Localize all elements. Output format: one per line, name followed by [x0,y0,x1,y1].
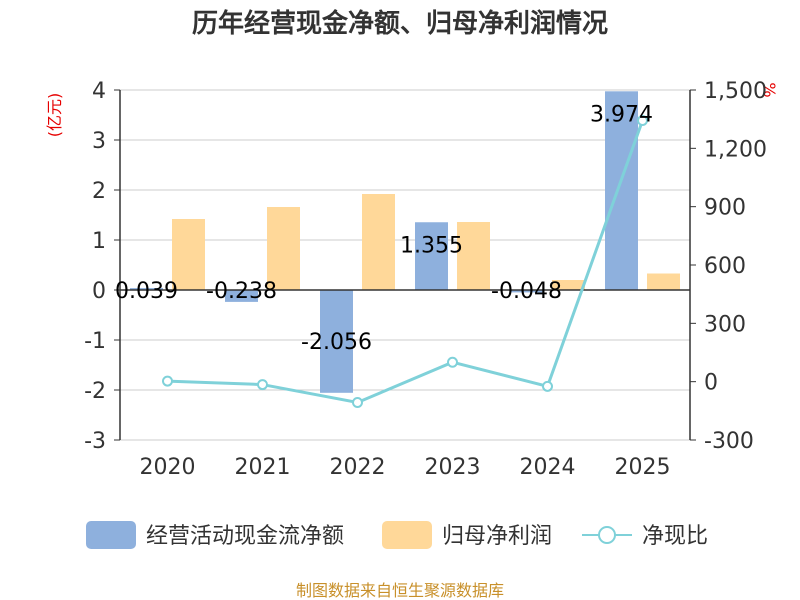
x-tick-label: 2023 [425,455,481,480]
data-label-cash-2021: -0.238 [206,279,277,304]
data-label-cash-2020: 0.039 [115,279,178,304]
left-tick-label: 1 [92,229,106,254]
left-tick-label: 2 [92,179,106,204]
bar-cash-2020 [130,288,163,290]
left-tick-label: 0 [92,279,106,304]
x-tick-label: 2025 [615,455,671,480]
legend-swatch-profit [382,521,432,549]
ratio-line-path [167,120,644,405]
left-tick-label: -1 [84,329,106,354]
right-tick-label: 900 [704,196,746,221]
left-axis-ticks: 4 3 2 1 0 -1 -2 -3 [84,79,120,454]
bar-profit-2020 [172,219,205,290]
bar-cash-2021 [225,290,258,302]
bar-profit-2023 [457,222,490,290]
bar-cash-2025 [605,91,638,290]
x-axis-ticks: 2020 2021 2022 2023 2024 2025 [140,455,671,480]
data-label-cash-2025: 3.974 [590,102,653,127]
source-footer: 制图数据来自恒生聚源数据库 [296,581,504,600]
ratio-point-2020 [162,375,173,387]
bar-profit-2022 [362,194,395,290]
legend-label-ratio: 净现比 [642,524,708,549]
bar-cash-2022 [320,290,353,393]
bars [130,91,680,393]
x-tick-label: 2024 [520,455,576,480]
right-tick-label: 0 [704,371,718,396]
data-label-cash-2024: -0.048 [491,279,562,304]
left-tick-label: -2 [84,379,106,404]
right-tick-label: 300 [704,312,746,337]
ratio-point-2021 [257,379,268,391]
x-tick-label: 2021 [235,455,291,480]
x-tick-label: 2020 [140,455,196,480]
axes [119,90,691,440]
ratio-point-2022 [352,396,363,408]
legend-item-cash[interactable]: 经营活动现金流净额 [86,521,344,549]
ratio-line [162,115,648,408]
legend-swatch-cash [86,521,136,549]
right-tick-label: 1,500 [704,79,767,104]
data-label-cash-2023: 1.355 [400,233,463,258]
right-tick-label: -300 [704,429,754,454]
right-axis-unit: % [760,82,779,97]
ratio-point-2024 [542,380,553,392]
bar-cash-2023 [415,222,448,290]
bar-profit-2025 [647,273,680,290]
x-tick-label: 2022 [330,455,386,480]
right-axis-ticks: 1,500 1,200 900 600 300 0 -300 [690,79,767,454]
right-tick-label: 1,200 [704,137,767,162]
data-label-cash-2022: -2.056 [301,330,372,355]
left-tick-label: -3 [84,429,106,454]
right-tick-label: 600 [704,254,746,279]
ratio-point-2025 [637,115,648,127]
data-labels: 0.039 -0.238 -2.056 1.355 -0.048 3.974 [115,102,653,354]
legend-label-cash: 经营活动现金流净额 [146,524,344,549]
legend-label-profit: 归母净利润 [442,524,552,549]
legend-item-profit[interactable]: 归母净利润 [382,521,552,549]
bar-profit-2021 [267,207,300,290]
left-tick-label: 4 [92,79,106,104]
bar-cash-2024 [510,290,543,293]
left-axis-unit: (亿元) [45,93,64,138]
bar-profit-2024 [552,280,585,290]
gridlines [120,89,690,441]
chart-title: 历年经营现金净额、归母净利润情况 [192,8,608,39]
legend-item-ratio[interactable]: 净现比 [582,524,708,549]
legend[interactable]: 经营活动现金流净额 归母净利润 净现比 [86,521,708,549]
ratio-point-2023 [447,356,458,368]
left-tick-label: 3 [92,129,106,154]
legend-swatch-ratio-marker [598,526,616,544]
